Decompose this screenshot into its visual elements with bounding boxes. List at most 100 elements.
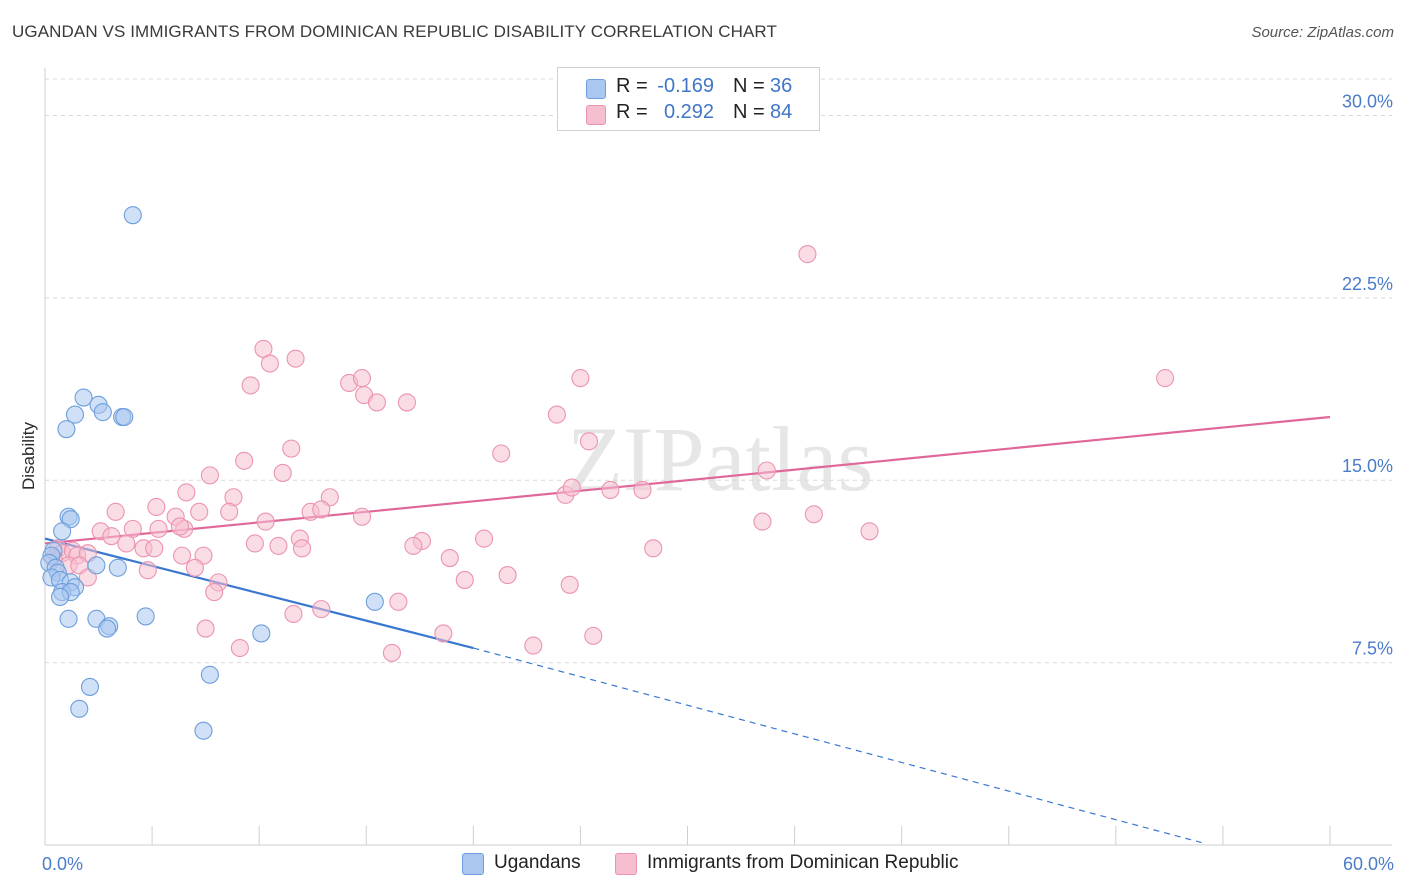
ugandan-point: [98, 619, 117, 638]
ugandan-point: [123, 206, 142, 225]
ugandan-point: [200, 665, 219, 684]
dominican-point: [352, 369, 372, 388]
dominican-point: [455, 570, 474, 589]
dominican-point: [149, 519, 168, 538]
dominican-point: [205, 583, 224, 602]
dominican-point: [753, 512, 772, 531]
dominican-point: [177, 483, 196, 502]
dominican-point: [145, 539, 164, 558]
series-legend: Ugandans Immigrants from Dominican Repub…: [0, 850, 1406, 880]
y-tick-label: 22.5%: [1342, 274, 1393, 294]
dominican-point: [102, 527, 121, 546]
ugandan-point: [59, 609, 78, 628]
data-points: [40, 206, 1175, 740]
legend-label-ugandans: Ugandans: [494, 852, 581, 873]
chart-title: UGANDAN VS IMMIGRANTS FROM DOMINICAN REP…: [12, 22, 777, 41]
dominican-point: [220, 502, 239, 521]
legend-n-value: 36: [770, 75, 793, 97]
dominican-point: [633, 480, 652, 500]
dominican-point: [200, 466, 219, 485]
blue-swatch: [586, 79, 606, 99]
ugandan-point: [80, 677, 100, 696]
dominican-point: [492, 444, 511, 463]
legend-n-value: 84: [770, 101, 793, 123]
dominican-point: [106, 502, 125, 521]
axes: [44, 68, 1392, 846]
dominican-point: [260, 354, 279, 373]
ugandan-point: [365, 592, 384, 611]
ugandan-point: [108, 558, 127, 577]
dominican-point: [282, 439, 301, 458]
ugandan-point: [50, 587, 70, 607]
dominican-point: [312, 600, 331, 619]
x-tick-label: 0.0%: [42, 854, 83, 874]
ugandan-point: [115, 407, 134, 427]
dominican-point: [397, 393, 416, 412]
dominican-point: [286, 349, 305, 368]
dominican-point: [382, 643, 402, 662]
legend-r-value: 0.292: [663, 101, 714, 123]
y-tick-label: 30.0%: [1342, 91, 1393, 111]
ugandan-point: [70, 699, 89, 718]
legend-r-label: R =: [616, 101, 648, 123]
dominican-point: [584, 626, 603, 645]
dominican-point: [138, 561, 157, 580]
dominican-point: [170, 517, 189, 536]
y-tick-label: 15.0%: [1342, 456, 1393, 476]
dominican-point: [352, 507, 372, 526]
dominican-point: [235, 451, 254, 470]
legend-row-dominican: R = 0.292 N = 84: [558, 101, 819, 129]
legend-r-label: R =: [616, 75, 648, 97]
dominican-point: [798, 245, 817, 264]
legend-n-label: N =: [733, 75, 765, 97]
dominican-point: [284, 604, 303, 624]
stats-legend: R = -0.169 N = 36 R = 0.292 N = 84: [557, 67, 820, 131]
dominican-point: [434, 624, 453, 643]
dominican-point: [804, 505, 823, 524]
x-tick-label: 60.0%: [1343, 854, 1394, 874]
dominican-point: [757, 461, 776, 480]
dominican-point: [579, 432, 599, 451]
dominican-point: [860, 522, 879, 541]
ugandan-point: [74, 388, 93, 407]
dominican-point: [190, 502, 209, 521]
dominican-point: [230, 638, 249, 658]
dominican-point: [245, 534, 264, 553]
dominican-point: [560, 575, 579, 594]
pink-swatch: [615, 853, 637, 875]
legend-n-label: N =: [733, 101, 765, 123]
ugandan-point: [93, 403, 112, 422]
dominican-point: [269, 536, 288, 555]
dominican-point: [644, 539, 663, 558]
ugandan-point: [194, 721, 213, 740]
dominican-point: [389, 592, 408, 611]
legend-label-dominican: Immigrants from Dominican Republic: [647, 852, 959, 873]
ugandan-point: [252, 624, 271, 643]
dominican-point: [562, 478, 581, 497]
y-tick-label: 7.5%: [1352, 639, 1393, 659]
dominican-point: [196, 619, 215, 638]
dominican-point: [1156, 369, 1175, 388]
dominican-point: [547, 405, 566, 424]
dominican-point: [147, 497, 166, 517]
dominican-point: [241, 376, 260, 395]
dominican-point: [498, 566, 517, 585]
dominican-point: [173, 546, 192, 565]
dominican-point: [440, 549, 459, 568]
dominican-point: [474, 529, 494, 548]
ugandan-trend-line: [44, 537, 474, 650]
dominican-point: [367, 393, 387, 412]
source-label: Source: ZipAtlas.com: [1251, 24, 1394, 41]
blue-swatch: [462, 853, 484, 875]
ugandan-point: [57, 420, 76, 439]
tick-labels: 7.5% 15.0% 22.5% 30.0% 0.0% 60.0%: [42, 91, 1394, 874]
dominican-point: [312, 500, 331, 519]
ugandan-point: [53, 522, 72, 541]
dominican-point: [185, 558, 204, 577]
ugandan-point: [136, 607, 155, 626]
ugandan-point: [65, 405, 85, 424]
dominican-point: [292, 539, 312, 558]
dominican-point: [256, 512, 275, 531]
dominican-point: [524, 636, 543, 655]
